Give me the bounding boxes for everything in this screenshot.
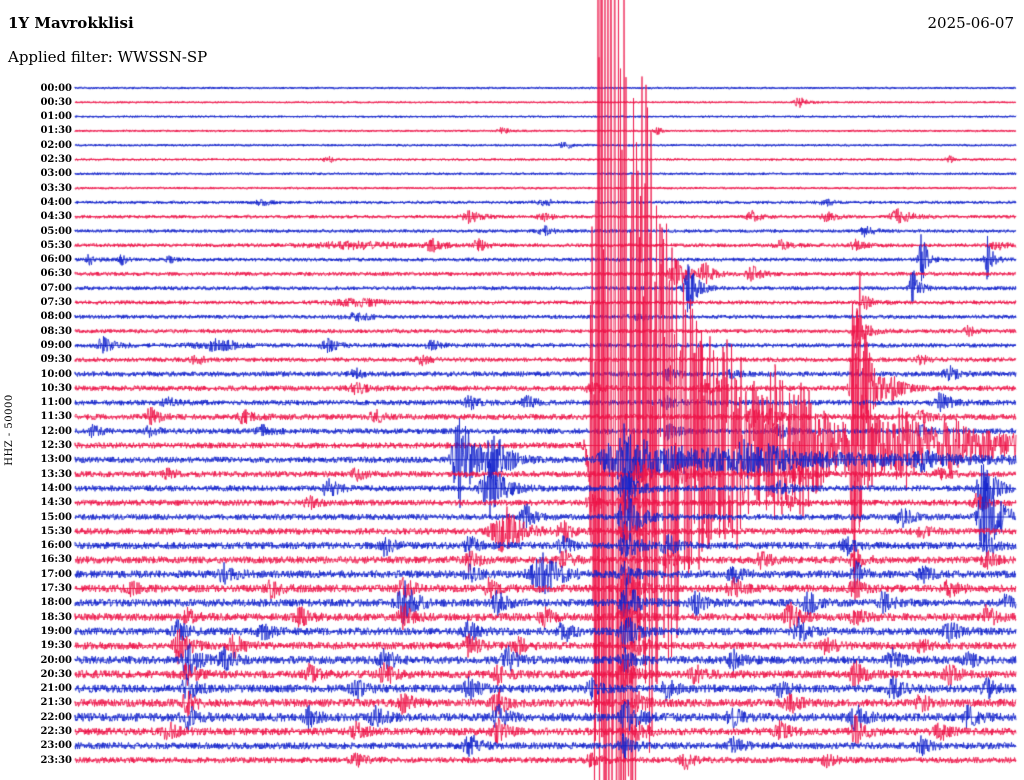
trace-time-label: 01:30 <box>40 125 72 137</box>
record-date: 2025-06-07 <box>927 14 1014 32</box>
trace-time-label: 13:30 <box>40 468 72 480</box>
trace-time-label: 09:30 <box>40 354 72 366</box>
channel-scale-label: HHZ - 50000 <box>4 394 15 466</box>
trace-time-label: 23:00 <box>40 740 72 752</box>
trace-time-label: 18:30 <box>40 611 72 623</box>
trace-time-label: 08:30 <box>40 325 72 337</box>
trace-time-label: 10:30 <box>40 382 72 394</box>
trace-time-label: 11:00 <box>40 397 72 409</box>
trace-time-label: 18:00 <box>40 597 72 609</box>
filter-label: Applied filter: WWSSN-SP <box>8 48 208 66</box>
trace-time-label: 01:00 <box>40 111 72 123</box>
trace-time-label: 02:30 <box>40 154 72 165</box>
trace-time-label: 15:30 <box>40 525 72 537</box>
trace-time-label: 20:30 <box>40 668 72 680</box>
trace-time-label: 22:30 <box>40 726 72 737</box>
trace-time-label: 23:30 <box>40 754 72 766</box>
trace-time-label: 05:00 <box>40 225 72 237</box>
trace-time-label: 17:30 <box>40 583 72 594</box>
trace-time-label: 03:30 <box>40 182 72 194</box>
trace-time-label: 14:30 <box>40 497 72 509</box>
trace-time-label: 17:00 <box>40 568 72 580</box>
trace-time-label: 11:30 <box>40 411 72 423</box>
trace-time-label: 04:00 <box>40 196 72 208</box>
trace-time-label: 07:00 <box>40 282 72 294</box>
trace-time-label: 08:00 <box>40 311 72 323</box>
station-title: 1Y Mavrokklisi <box>8 14 134 32</box>
trace-time-label: 00:00 <box>40 82 72 94</box>
trace-time-label: 12:30 <box>40 440 72 451</box>
trace-time-label: 04:30 <box>40 211 72 223</box>
trace-time-label: 20:00 <box>40 654 72 666</box>
trace-time-label: 15:00 <box>40 511 72 523</box>
trace-time-label: 21:30 <box>40 697 72 709</box>
trace-time-label: 02:00 <box>40 139 72 151</box>
trace-time-label: 14:00 <box>40 482 72 494</box>
trace-time-label: 06:00 <box>40 254 72 266</box>
trace-time-label: 10:00 <box>40 368 72 380</box>
trace-time-label: 22:00 <box>40 711 72 723</box>
trace-time-label: 00:30 <box>40 96 72 108</box>
trace-time-label: 09:00 <box>40 339 72 351</box>
trace-time-label: 19:30 <box>40 640 72 652</box>
trace-time-label: 21:00 <box>40 683 72 695</box>
trace-time-label: 07:30 <box>40 297 72 308</box>
trace-time-label: 13:00 <box>40 454 72 466</box>
trace-time-label: 12:00 <box>40 425 72 437</box>
trace-time-label: 06:30 <box>40 268 72 280</box>
trace-time-label: 16:00 <box>40 540 72 552</box>
trace-time-label: 19:00 <box>40 625 72 637</box>
trace-time-label: 16:30 <box>40 554 72 566</box>
trace-time-label: 05:30 <box>40 239 72 251</box>
trace-time-label: 03:00 <box>40 168 72 180</box>
